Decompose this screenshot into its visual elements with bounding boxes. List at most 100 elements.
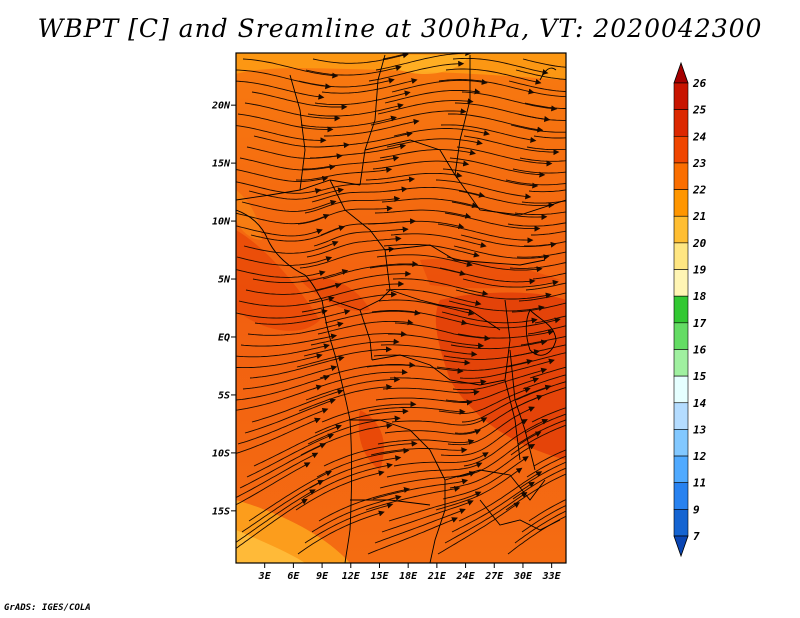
streamline [237, 113, 334, 133]
streamline [306, 235, 402, 258]
streamline [461, 384, 552, 423]
colorbar-label: 24 [692, 130, 707, 143]
lon-tick-label: 33E [542, 571, 562, 582]
streamline [533, 135, 566, 139]
streamline [236, 489, 316, 543]
streamline [513, 344, 566, 357]
streamline [367, 517, 458, 555]
streamline [506, 349, 566, 368]
streamline [510, 124, 566, 133]
colorbar-swatch [673, 109, 689, 137]
streamline [376, 254, 473, 267]
streamline [440, 419, 528, 457]
streamline [454, 394, 543, 434]
streamline [515, 69, 566, 80]
streamline [526, 146, 566, 151]
streamline [442, 456, 529, 500]
streamline [449, 444, 536, 489]
streamline [452, 57, 549, 75]
streamline [239, 443, 327, 489]
streamline [303, 155, 400, 170]
streamline [456, 146, 553, 167]
colorbar-label: 19 [693, 264, 707, 277]
colorbar-label: 17 [693, 317, 707, 330]
lon-tick-label: 18E [399, 571, 418, 582]
streamline [300, 115, 397, 128]
streamline [512, 168, 566, 174]
streamline [391, 79, 488, 93]
streamline [307, 103, 404, 117]
streamline [381, 500, 474, 533]
country-borders [236, 54, 566, 563]
lon-tick-label: 6E [287, 571, 300, 582]
streamline [515, 381, 566, 401]
streamline [533, 446, 566, 467]
streamline [248, 187, 344, 200]
lon-tick-label: 3E [258, 571, 272, 582]
streamline [374, 209, 472, 219]
streamline [445, 377, 540, 402]
streamline [516, 251, 566, 258]
streamline [242, 58, 339, 79]
streamline [514, 507, 566, 544]
streamline [297, 510, 385, 555]
grads-credit: GrADS: IGES/COLA [4, 603, 91, 613]
streamline [520, 333, 566, 346]
colorbar-swatch [673, 349, 689, 377]
colorbar-swatch [673, 429, 689, 457]
streamline [304, 196, 401, 214]
streamline [242, 365, 338, 390]
streamline [373, 354, 471, 366]
streamline [309, 455, 402, 489]
streamline [375, 53, 472, 71]
streamline [310, 331, 407, 346]
streamline [240, 333, 338, 347]
streamline [393, 452, 489, 467]
streamline [386, 462, 483, 478]
streamline [458, 471, 543, 522]
colorbar-swatch [673, 509, 689, 537]
streamline [459, 358, 555, 379]
streamline [236, 462, 311, 506]
streamline [442, 168, 539, 189]
streamline [239, 157, 336, 171]
streamline [324, 309, 421, 324]
streamline [305, 376, 401, 401]
colorbar-swatch [673, 375, 689, 404]
streamline [316, 131, 413, 148]
streamline [377, 439, 475, 445]
streamline [453, 245, 550, 261]
streamline [464, 317, 561, 329]
streamline [311, 186, 408, 203]
lat-tick-label: 20N [211, 101, 231, 112]
colorbar-label: 26 [692, 77, 707, 90]
streamline [528, 189, 566, 193]
streamline [527, 325, 566, 335]
streamline [246, 433, 335, 478]
colorbar-label: 23 [692, 157, 707, 170]
streamline [314, 90, 411, 106]
longitude-axis: 3E 6E 9E 12E 15E 18E 21E 24E 27E 30E 33E [258, 563, 562, 582]
streamline [241, 480, 324, 533]
streamline [253, 424, 342, 467]
streamline [316, 447, 410, 478]
streamline [463, 418, 549, 467]
streamline [309, 143, 407, 159]
colorbar-label: 22 [692, 184, 707, 197]
lon-tick-label: 27E [484, 571, 504, 582]
streamline [451, 481, 535, 533]
streamline [368, 406, 466, 415]
streamline [385, 288, 482, 306]
streamline [250, 225, 346, 242]
streamline [251, 91, 348, 110]
streamline [444, 212, 541, 232]
streamline [384, 88, 481, 104]
colorbar-label: 12 [693, 450, 707, 463]
colorbar-label: 14 [693, 397, 707, 410]
streamline [319, 361, 416, 379]
streamline [304, 502, 394, 544]
streamline [522, 371, 566, 390]
streamline [380, 344, 478, 358]
streamline [368, 60, 465, 82]
streamline [296, 346, 392, 368]
